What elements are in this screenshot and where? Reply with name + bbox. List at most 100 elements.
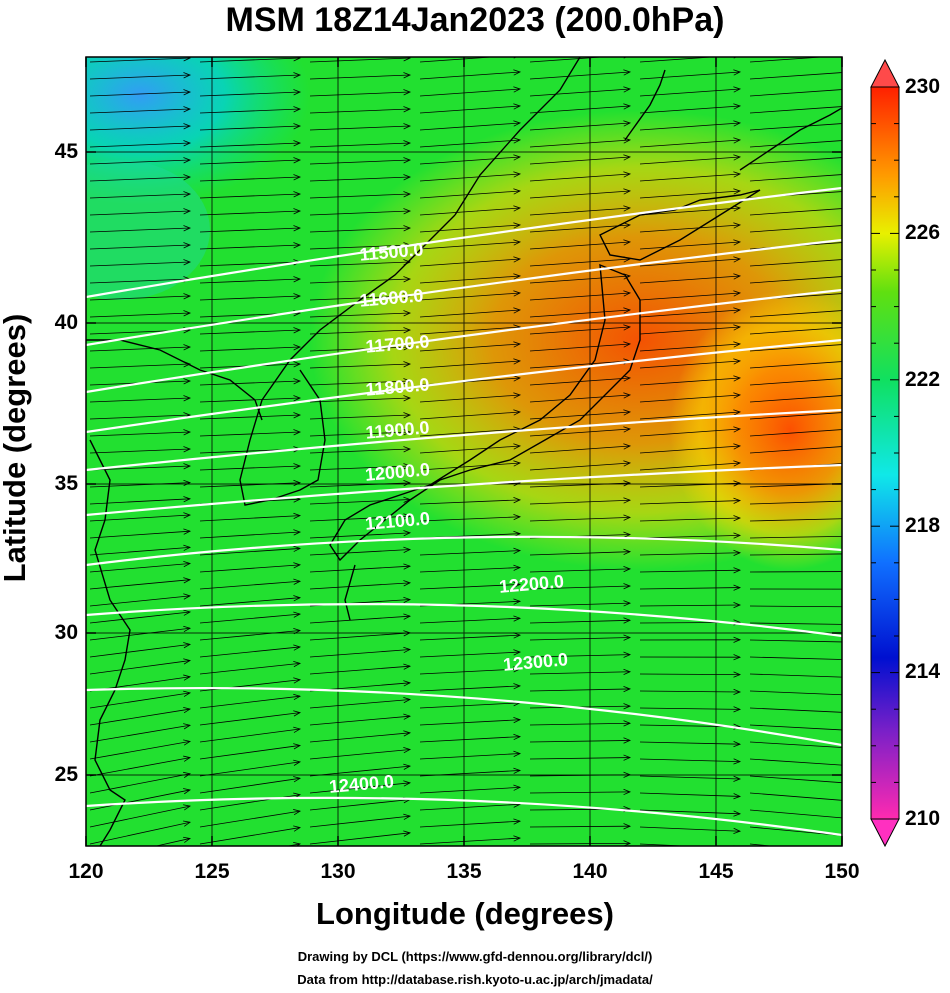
wind-streamline — [199, 193, 301, 199]
wind-streamline — [749, 327, 842, 335]
wind-arrowhead — [844, 534, 850, 539]
wind-arrowhead — [733, 358, 742, 365]
wind-arrowhead — [623, 307, 632, 314]
wind-arrowhead — [293, 743, 302, 750]
wind-arrowhead — [183, 771, 192, 778]
wind-streamline — [639, 326, 741, 335]
wind-arrowhead — [183, 479, 192, 487]
wind-arrowhead — [403, 848, 410, 853]
wind-streamline — [419, 837, 521, 845]
wind-arrowhead — [623, 120, 632, 127]
wind-streamline — [309, 465, 411, 471]
wind-arrowhead — [623, 720, 632, 727]
wind-arrowhead — [403, 530, 412, 537]
colorbar-tick-label: 226 — [905, 221, 941, 244]
wind-streamline — [309, 549, 411, 556]
wind-arrowhead — [183, 690, 192, 697]
wind-arrowhead — [843, 138, 850, 143]
wind-streamline — [529, 241, 631, 250]
wind-streamline — [199, 482, 301, 488]
wind-arrowhead — [183, 463, 192, 470]
wind-arrowhead — [403, 310, 412, 317]
wind-arrowhead — [623, 480, 632, 487]
wind-arrowhead — [293, 841, 302, 846]
wind-arrowhead — [623, 548, 632, 555]
wind-streamline — [154, 838, 191, 846]
credit-drawing: Drawing by DCL (https://www.gfd-dennou.o… — [297, 949, 653, 964]
wind-arrowhead — [733, 222, 742, 229]
wind-arrowhead — [733, 205, 742, 212]
wind-arrowhead — [513, 615, 522, 622]
wind-arrowhead — [183, 593, 192, 600]
wind-streamline — [89, 227, 191, 233]
wind-streamline — [89, 91, 191, 97]
wind-streamline — [419, 567, 521, 573]
wind-arrowhead — [733, 671, 742, 678]
wind-streamline — [89, 193, 191, 199]
wind-streamline — [639, 241, 741, 250]
wind-arrowhead — [293, 710, 302, 717]
wind-arrowhead — [733, 601, 742, 609]
wind-arrowhead — [513, 290, 522, 297]
wind-arrowhead — [623, 188, 632, 195]
wind-arrowhead — [293, 825, 302, 832]
wind-streamline — [639, 394, 741, 403]
wind-arrowhead — [293, 479, 302, 487]
wind-arrowhead — [733, 324, 742, 331]
wind-arrowhead — [843, 674, 850, 679]
wind-arrowhead — [293, 759, 302, 766]
wind-arrowhead — [843, 155, 850, 160]
wind-arrowhead — [843, 325, 850, 330]
wind-arrowhead — [403, 72, 412, 79]
wind-streamline — [749, 412, 842, 420]
wind-arrowhead — [733, 460, 742, 467]
wind-arrowhead — [403, 89, 412, 96]
wind-streamline — [749, 535, 842, 539]
wind-streamline — [89, 295, 191, 301]
wind-arrowhead — [403, 630, 412, 637]
wind-arrowhead — [623, 69, 632, 76]
x-tick-label: 125 — [194, 860, 230, 883]
wind-arrowhead — [403, 140, 412, 147]
wind-streamline — [309, 448, 411, 454]
wind-streamline — [419, 394, 521, 403]
height-contour — [86, 796, 842, 837]
wind-arrowhead — [513, 307, 522, 314]
wind-arrowhead — [733, 480, 742, 487]
wind-streamline — [309, 782, 411, 794]
height-contour — [86, 463, 842, 517]
wind-streamline — [89, 261, 191, 267]
wind-arrowhead — [843, 53, 850, 58]
wind-streamline — [89, 312, 191, 318]
wind-arrowhead — [293, 361, 302, 368]
wind-arrowhead — [183, 755, 192, 762]
wind-arrowhead — [843, 498, 850, 503]
y-tick-label: 40 — [54, 311, 78, 334]
wind-streamline — [639, 707, 741, 710]
wind-streamline — [749, 378, 842, 386]
wind-arrowhead — [733, 532, 742, 539]
wind-streamline — [199, 810, 301, 828]
wind-streamline — [419, 651, 521, 658]
wind-streamline — [199, 613, 301, 624]
wind-arrowhead — [623, 754, 632, 761]
wind-streamline — [309, 142, 411, 148]
wind-streamline — [199, 580, 301, 590]
wind-arrowhead — [183, 157, 192, 164]
wind-streamline — [639, 809, 741, 815]
wind-arrowhead — [513, 120, 522, 127]
wind-arrowhead — [733, 827, 742, 835]
wind-arrowhead — [183, 836, 192, 843]
wind-arrowhead — [843, 692, 850, 697]
wind-streamline — [639, 105, 741, 114]
wind-streamline — [199, 695, 301, 709]
wind-arrowhead — [623, 443, 632, 450]
wind-streamline — [529, 326, 631, 335]
wind-arrowhead — [403, 480, 412, 487]
wind-streamline — [529, 258, 631, 267]
wind-arrowhead — [843, 87, 850, 92]
wind-streamline — [529, 585, 631, 590]
wind-streamline — [309, 499, 411, 505]
wind-arrowhead — [183, 208, 192, 215]
colorbar-tick-label: 230 — [905, 75, 941, 98]
